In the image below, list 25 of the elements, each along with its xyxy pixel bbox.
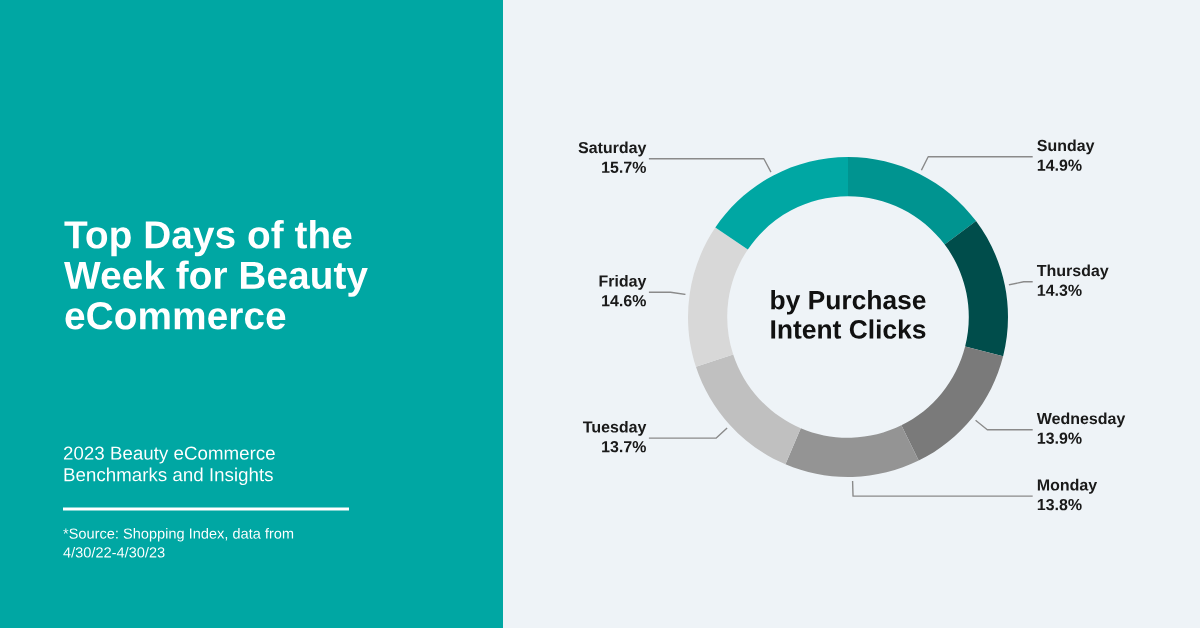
data-label: 13.9% [1037, 432, 1082, 444]
donut-slice [901, 346, 1004, 461]
data-label: 15.7% [602, 161, 646, 173]
slice-label: Wednesday [1036, 412, 1126, 428]
text: by Purchase Intent Clicks [771, 290, 926, 339]
slice-label: Monday [1037, 478, 1098, 494]
slice-label: Saturday [578, 141, 647, 157]
data-label: 14.3% [1037, 284, 1082, 296]
text: *Source: Shopping Index, data from 4/30/22-4/30/23 [63, 528, 294, 558]
slice-label: Thursday [1036, 264, 1109, 280]
donut-slice [695, 354, 801, 465]
slice-label: Friday [599, 274, 647, 290]
data-label: 14.9% [1037, 159, 1082, 171]
data-label: 14.6% [602, 295, 646, 307]
donut-slice [688, 227, 748, 367]
slice-label: Tuesday [582, 420, 647, 436]
text: 2023 Beauty eCommerce Benchmarks and Insights [63, 446, 275, 486]
donut-slice [944, 221, 1008, 357]
donut-slice [785, 425, 919, 477]
donut-slice [715, 157, 848, 250]
text: Top Days of the Week for Beauty eCommerce [64, 220, 368, 330]
data-label: 13.8% [1037, 498, 1082, 511]
data-label: 13.7% [602, 441, 646, 453]
slice-label: Sunday [1037, 139, 1095, 155]
donut-slice [848, 157, 977, 245]
